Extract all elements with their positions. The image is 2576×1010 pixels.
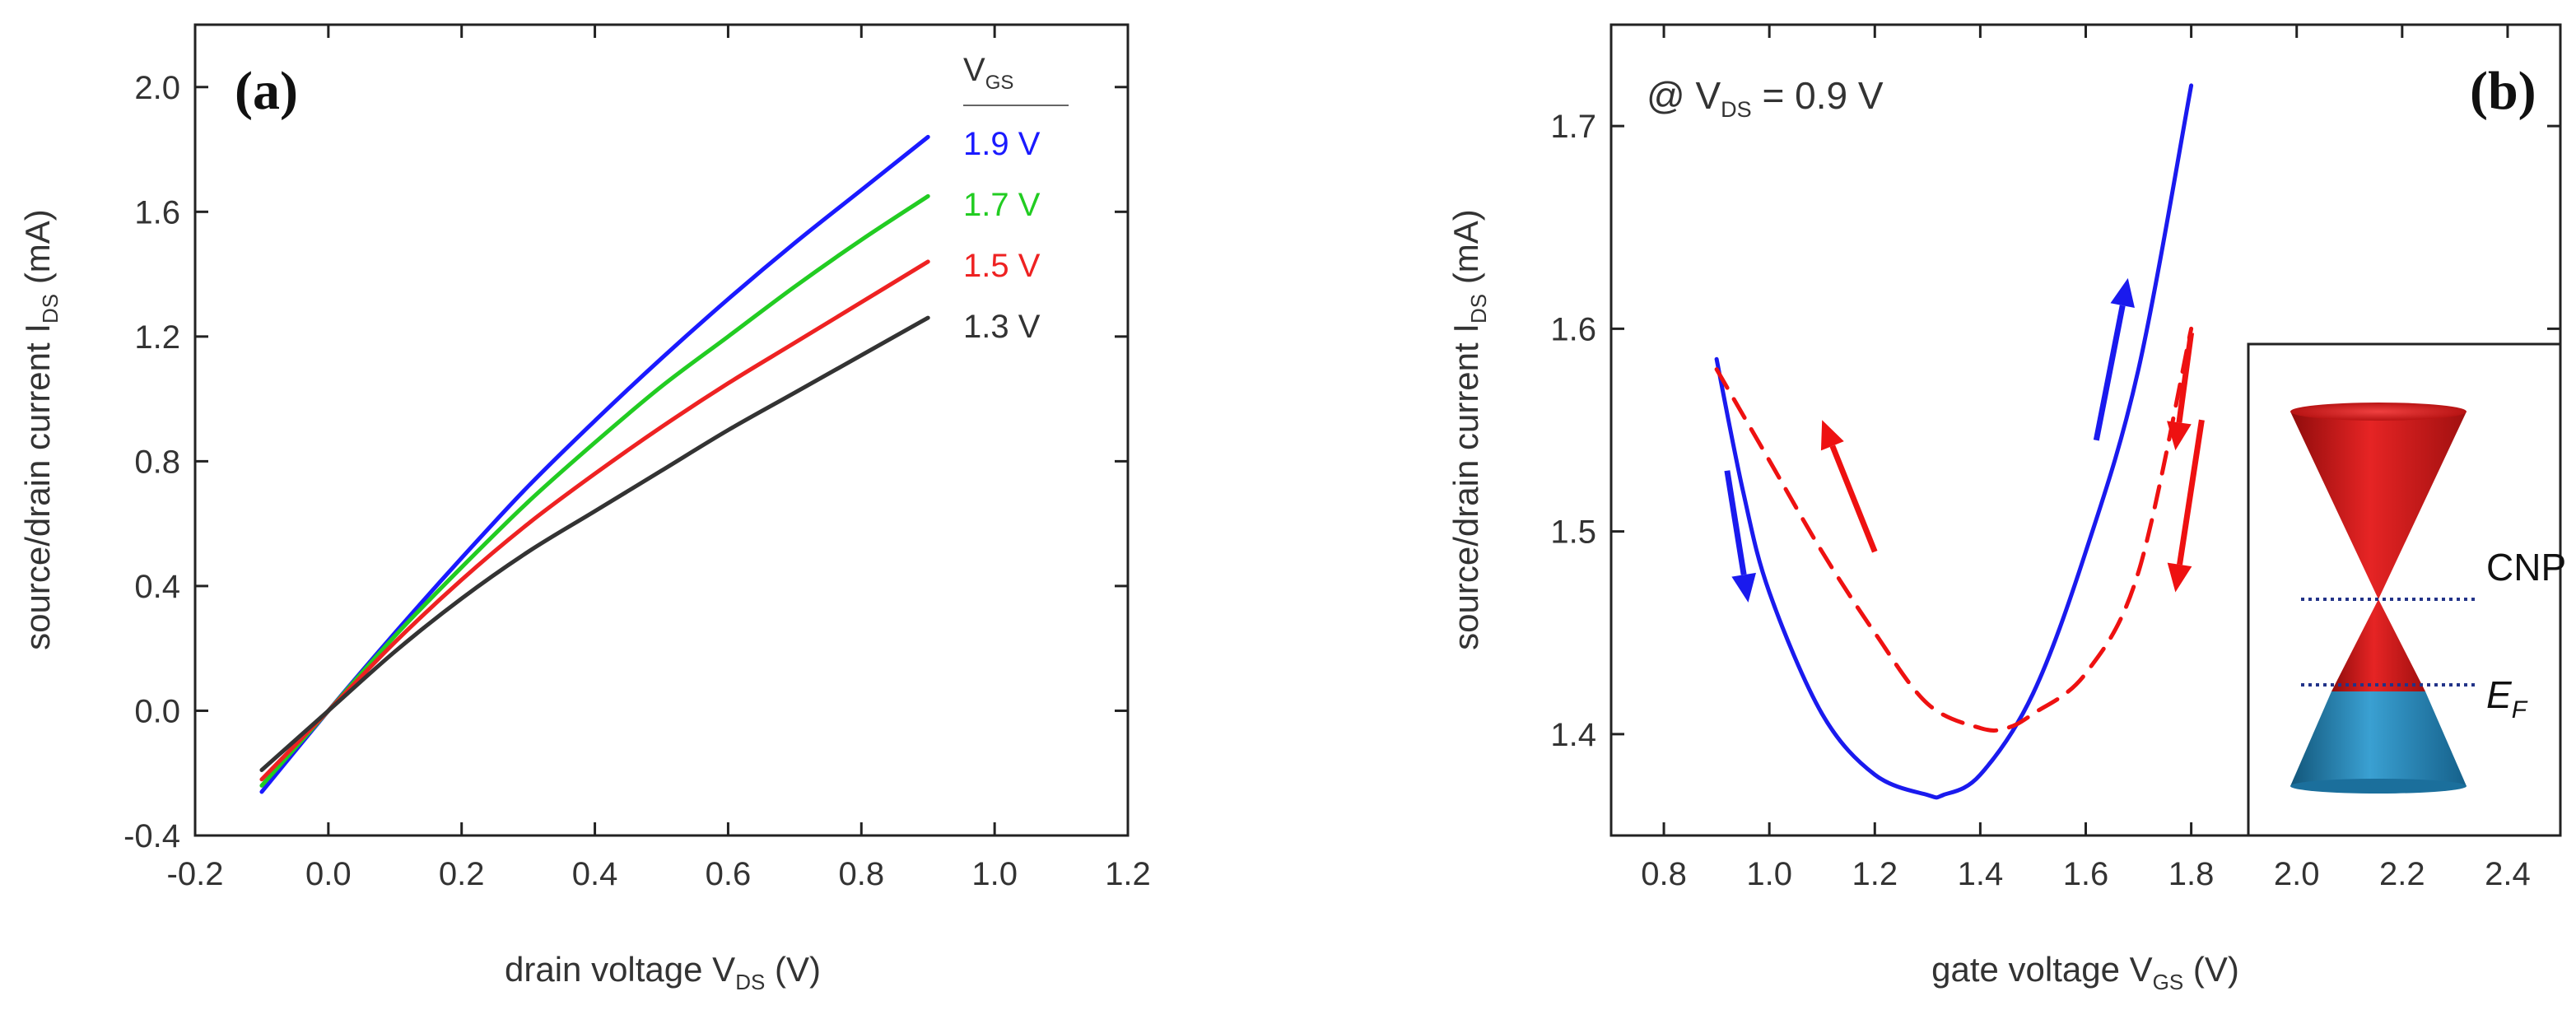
series-line-a-3 (259, 259, 930, 782)
x-tick-label: -0.2 (167, 856, 224, 892)
series-line-a-2 (259, 193, 930, 788)
x-tick-label: 1.0 (1746, 856, 1792, 892)
x-tick-label: 2.0 (2274, 856, 2320, 892)
x-tick-label: 0.8 (1641, 856, 1687, 892)
sweep-arrow-3 (1820, 420, 1878, 553)
series-group-a (259, 134, 930, 794)
panel-label-a: (a) (235, 61, 298, 121)
y-tick-label: 1.4 (1550, 717, 1596, 753)
series-line-a-1 (259, 134, 930, 794)
panel-label-b: (b) (2470, 61, 2536, 121)
series-group-b (1714, 83, 2194, 800)
legend-title-subscript: GS (985, 72, 1014, 94)
x-axis-title-a: drain voltage VDS (V) (505, 950, 821, 994)
y-axis-title-b: source/drain current IDS (mA) (1446, 209, 1491, 650)
x-tick-label: 0.4 (572, 856, 618, 892)
inset-dirac-cone: CNP EF (2247, 342, 2566, 837)
sweep-arrow-4 (2167, 332, 2195, 451)
x-tick-label: 2.4 (2485, 856, 2531, 892)
y-tick-label: 0.0 (134, 693, 180, 729)
x-tick-label: 1.2 (1105, 856, 1151, 892)
y-tick-label: 0.4 (134, 569, 180, 605)
y-tick-label: -0.4 (123, 818, 180, 854)
legend-entry-2: 1.7 V (963, 187, 1041, 223)
x-tick-label: 1.4 (1958, 856, 2004, 892)
y-tick-label: 1.2 (134, 319, 180, 356)
y-tick-label: 1.5 (1550, 514, 1596, 551)
legend-entry-3: 1.5 V (963, 248, 1041, 284)
x-tick-label: 2.2 (2379, 856, 2425, 892)
upper-cone (2290, 412, 2467, 599)
cnp-label: CNP (2486, 546, 2566, 589)
series-line-b-1 (1714, 83, 2194, 800)
legend-entries: 1.9 V 1.7 V 1.5 V 1.3 V (963, 126, 1041, 345)
plot-frame-a (193, 23, 1130, 837)
x-tick-label: 1.6 (2063, 856, 2109, 892)
legend-entry-4: 1.3 V (963, 309, 1041, 345)
lower-cone-red-part (2331, 599, 2425, 691)
y-tick-label: 2.0 (134, 70, 180, 106)
x-tick-label: 1.0 (971, 856, 1018, 892)
legend-a: VGS 1.9 V 1.7 V 1.5 V 1.3 V (963, 52, 1069, 345)
x-axis-title-b: gate voltage VGS (V) (1931, 950, 2239, 994)
legend-entry-1: 1.9 V (963, 126, 1041, 162)
y-tick-label: 1.7 (1550, 109, 1596, 145)
y-axis-title-a: source/drain current IDS (mA) (18, 209, 63, 650)
sweep-arrow-5 (2167, 419, 2205, 593)
tick-labels-b: 0.8 1.0 1.2 1.4 1.6 1.8 2.0 2.2 2.4 1.4 1.5 1.6 1.7 (1550, 109, 2530, 892)
series-line-a-4 (259, 315, 930, 772)
panel-a: -0.2 0.0 0.2 0.4 0.6 0.8 1.0 1.2 -0.4 0.0 0.4 0.8 1.… (18, 23, 1151, 994)
sweep-arrow-2 (2093, 277, 2135, 441)
y-tick-label: 1.6 (134, 194, 180, 230)
upper-cone-top (2290, 403, 2467, 421)
x-tick-label: 1.2 (1852, 856, 1898, 892)
x-tick-label: 1.8 (2168, 856, 2215, 892)
x-tick-label: 0.2 (439, 856, 485, 892)
sweep-arrows (1724, 277, 2205, 603)
tick-marks-a (193, 25, 1130, 837)
series-line-b-2 (1714, 326, 2194, 733)
x-tick-label: 0.8 (838, 856, 884, 892)
fermi-level-label: EF (2486, 673, 2528, 724)
legend-title: V (963, 52, 985, 88)
lower-cone-base (2290, 779, 2467, 794)
svg-text:VGS: VGS (963, 52, 1013, 94)
sweep-arrow-1 (1724, 470, 1756, 603)
y-tick-label: 1.6 (1550, 311, 1596, 347)
tick-labels-a: -0.2 0.0 0.2 0.4 0.6 0.8 1.0 1.2 -0.4 0.0 0.4 0.8 1.… (123, 70, 1151, 892)
y-tick-label: 0.8 (134, 444, 180, 480)
lower-cone (2290, 691, 2467, 786)
panel-b: 0.8 1.0 1.2 1.4 1.6 1.8 2.0 2.2 2.41.41.51.61.7 … (1446, 23, 2566, 994)
x-tick-label: 0.6 (706, 856, 752, 892)
annotation-vds: @ VDS = 0.9 V (1647, 74, 1884, 122)
x-tick-label: 0.0 (305, 856, 352, 892)
